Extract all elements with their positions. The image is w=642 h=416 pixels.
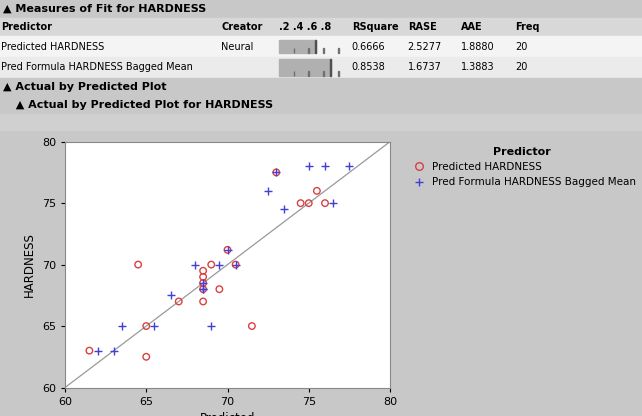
- Text: Neural: Neural: [221, 42, 254, 52]
- Text: Predictor: Predictor: [1, 22, 52, 32]
- Text: Predicted HARDNESS: Predicted HARDNESS: [1, 42, 105, 52]
- Point: [117, 323, 127, 329]
- Point: [344, 163, 354, 170]
- Text: 0.8538: 0.8538: [352, 62, 386, 72]
- Point: [230, 261, 241, 268]
- Point: [247, 323, 257, 329]
- Point: [198, 280, 208, 286]
- Text: .2 .4 .6 .8: .2 .4 .6 .8: [279, 22, 331, 32]
- Bar: [0, 78, 642, 96]
- Text: ▲ Actual by Predicted Plot: ▲ Actual by Predicted Plot: [3, 82, 167, 92]
- Point: [149, 323, 159, 329]
- Text: 1.8880: 1.8880: [461, 42, 494, 52]
- Point: [271, 169, 281, 176]
- Bar: [0, 36, 642, 57]
- Point: [214, 286, 225, 292]
- Point: [230, 261, 241, 268]
- Bar: [315, 40, 317, 53]
- Text: RSquare: RSquare: [352, 22, 399, 32]
- Point: [198, 286, 208, 292]
- Point: [190, 261, 200, 268]
- Point: [206, 261, 216, 268]
- Text: Pred Formula HARDNESS Bagged Mean: Pred Formula HARDNESS Bagged Mean: [1, 62, 193, 72]
- Point: [263, 188, 273, 194]
- Point: [295, 200, 306, 206]
- Bar: [338, 48, 339, 53]
- Bar: [330, 59, 331, 76]
- Bar: [308, 71, 309, 76]
- Bar: [0, 114, 642, 130]
- Text: 0.6666: 0.6666: [352, 42, 385, 52]
- X-axis label: Predicted: Predicted: [200, 412, 256, 416]
- Text: ▲ Actual by Predicted Plot for HARDNESS: ▲ Actual by Predicted Plot for HARDNESS: [8, 100, 273, 110]
- Point: [328, 200, 338, 206]
- Text: 1.3883: 1.3883: [461, 62, 494, 72]
- Text: Creator: Creator: [221, 22, 263, 32]
- Bar: [308, 48, 309, 53]
- Point: [141, 354, 152, 360]
- Text: RASE: RASE: [408, 22, 437, 32]
- Text: 20: 20: [515, 42, 527, 52]
- Point: [166, 292, 176, 299]
- Point: [84, 347, 94, 354]
- Point: [214, 261, 225, 268]
- Text: AAE: AAE: [461, 22, 483, 32]
- Bar: [0, 96, 642, 114]
- Point: [222, 247, 232, 253]
- Text: 2.5277: 2.5277: [408, 42, 442, 52]
- Point: [92, 347, 103, 354]
- Point: [141, 323, 152, 329]
- Bar: [279, 59, 331, 76]
- Point: [133, 261, 143, 268]
- Point: [222, 247, 232, 253]
- Y-axis label: HARDNESS: HARDNESS: [23, 232, 37, 297]
- Point: [320, 200, 330, 206]
- Text: 1.6737: 1.6737: [408, 62, 442, 72]
- Point: [206, 323, 216, 329]
- Legend: Predicted HARDNESS, Pred Formula HARDNESS Bagged Mean: Predicted HARDNESS, Pred Formula HARDNES…: [408, 147, 636, 187]
- Point: [198, 298, 208, 305]
- Point: [198, 267, 208, 274]
- Bar: [0, 0, 642, 18]
- Point: [312, 188, 322, 194]
- Point: [304, 200, 314, 206]
- Point: [320, 163, 330, 170]
- Point: [279, 206, 290, 213]
- Point: [173, 298, 184, 305]
- Bar: [0, 18, 642, 36]
- Point: [198, 280, 208, 286]
- Text: 20: 20: [515, 62, 527, 72]
- Point: [198, 286, 208, 292]
- Bar: [338, 71, 339, 76]
- Point: [198, 286, 208, 292]
- Point: [271, 169, 281, 176]
- Bar: [279, 40, 316, 53]
- Text: Freq: Freq: [515, 22, 539, 32]
- Bar: [0, 57, 642, 78]
- Point: [108, 347, 119, 354]
- Point: [198, 274, 208, 280]
- Point: [304, 163, 314, 170]
- Text: ▲ Measures of Fit for HARDNESS: ▲ Measures of Fit for HARDNESS: [3, 4, 207, 14]
